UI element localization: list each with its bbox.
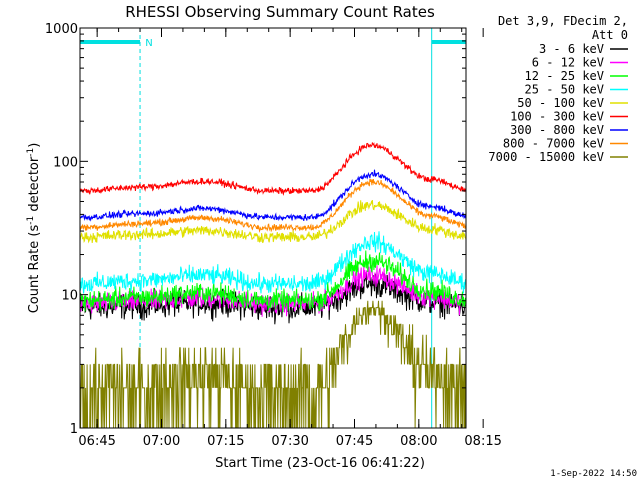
series-line-6 [79, 169, 467, 222]
legend-label: 25 - 50 keV [525, 83, 604, 97]
y-axis: 1 10 100 1000 [45, 22, 466, 437]
chart-title: RHESSI Observing Summary Count Rates [125, 3, 435, 21]
legend-label: 100 - 300 keV [510, 110, 604, 124]
series-line-0 [79, 272, 467, 325]
y-tick-label: 1000 [45, 22, 78, 37]
plot-frame [79, 27, 467, 429]
y-axis-label-sup2: -1 [26, 148, 36, 157]
series-line-7 [79, 179, 467, 233]
y-axis-label: Count Rate (s-1 detector-1) [26, 143, 42, 314]
saa-marker-label: N [145, 38, 152, 49]
x-axis: 06:45 07:00 07:15 07:30 07:45 08:00 08:15 [78, 28, 502, 449]
y-axis-label-main: Count Rate (s [27, 225, 42, 314]
series-line-3 [79, 231, 467, 294]
series-line-5 [79, 141, 467, 196]
legend-label: 7000 - 15000 keV [488, 150, 604, 164]
legend-label: 50 - 100 keV [517, 96, 604, 110]
legend-label: 800 - 7000 keV [503, 137, 604, 151]
x-tick-label: 07:45 [336, 434, 373, 449]
series-line-2 [79, 250, 467, 313]
y-tick-label: 1 [70, 422, 78, 437]
legend-label: 12 - 25 keV [525, 69, 604, 83]
legend-label: 300 - 800 keV [510, 123, 604, 137]
x-tick-label: 07:15 [207, 434, 244, 449]
y-axis-label-rest: detector [27, 156, 42, 216]
legend-label: 6 - 12 keV [532, 56, 604, 70]
x-axis-label: Start Time (23-Oct-16 06:41:22) [215, 456, 425, 471]
legend-header-line2: Att 0 [592, 28, 628, 42]
legend-header-line1: Det 3,9, FDecim 2, [498, 14, 628, 28]
x-tick-label: 08:00 [400, 434, 437, 449]
y-tick-label: 100 [53, 155, 78, 170]
y-axis-label-close: ) [27, 143, 42, 148]
y-axis-label-sup: -1 [26, 216, 36, 225]
x-tick-label: 07:30 [271, 434, 308, 449]
x-tick-label: 06:45 [78, 434, 115, 449]
footer-date: 1-Sep-2022 14:50 [550, 469, 637, 479]
x-tick-label: 08:15 [464, 434, 501, 449]
series-line-8 [79, 300, 467, 429]
series-line-4 [79, 200, 467, 244]
y-tick-label: 10 [61, 289, 78, 304]
plot-area: N [79, 28, 467, 429]
x-tick-label: 07:00 [143, 434, 180, 449]
legend-label: 3 - 6 keV [539, 42, 604, 56]
